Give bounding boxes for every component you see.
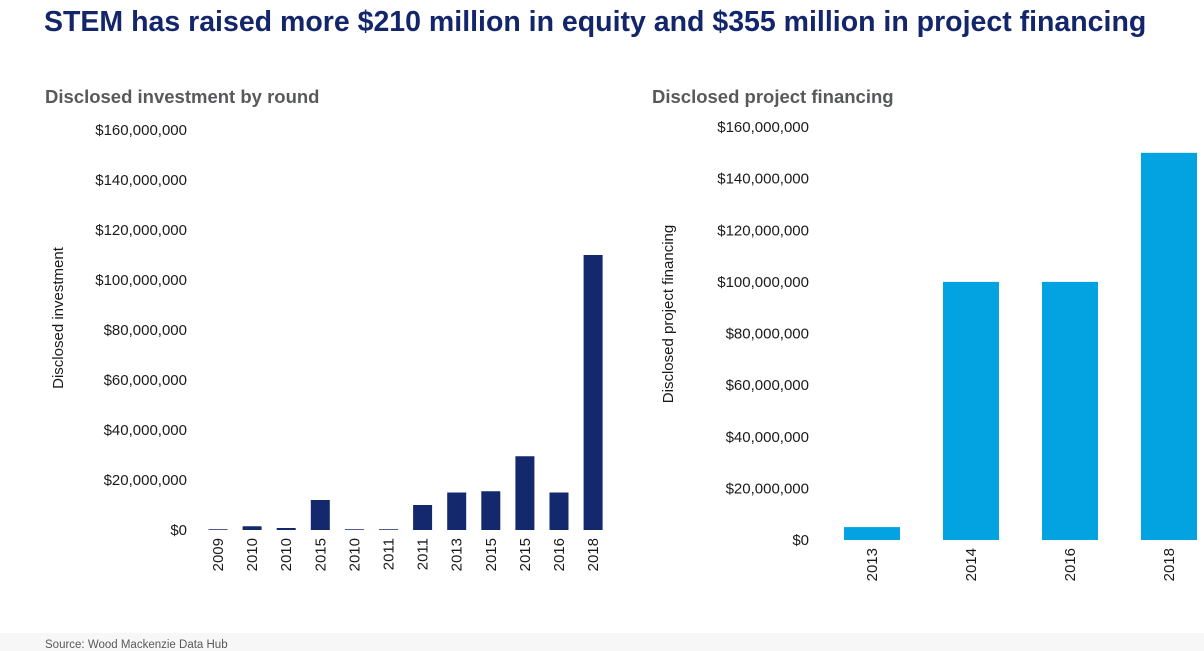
financing-bar bbox=[1042, 281, 1098, 540]
investment-y-axis-label: Disclosed investment bbox=[50, 246, 67, 389]
financing-x-tick-label: 2018 bbox=[1161, 548, 1178, 581]
investment-bar bbox=[413, 505, 433, 530]
investment-bar bbox=[549, 492, 569, 530]
investment-y-tick-label: $100,000,000 bbox=[95, 272, 187, 289]
page-title: STEM has raised more $210 million in equ… bbox=[44, 6, 1147, 38]
financing-x-tick-label: 2013 bbox=[864, 548, 881, 581]
investment-bar bbox=[344, 529, 364, 530]
investment-x-tick-label: 2010 bbox=[346, 538, 363, 571]
financing-y-tick-label: $0 bbox=[792, 532, 809, 549]
investment-x-tick-label: 2015 bbox=[517, 538, 534, 571]
investment-x-tick-label: 2018 bbox=[585, 538, 602, 571]
investment-y-tick-label: $120,000,000 bbox=[95, 222, 187, 239]
investment-bar bbox=[208, 529, 228, 530]
financing-x-tick-label: 2016 bbox=[1062, 548, 1079, 581]
investment-bar bbox=[447, 492, 467, 530]
investment-x-tick-label: 2009 bbox=[210, 538, 227, 571]
investment-x-tick-label: 2015 bbox=[483, 538, 500, 571]
investment-bar bbox=[481, 491, 501, 530]
investment-y-tick-label: $40,000,000 bbox=[104, 422, 187, 439]
investment-bar bbox=[276, 528, 296, 530]
project-financing-chart-title: Disclosed project financing bbox=[652, 86, 894, 107]
financing-y-axis-label: Disclosed project financing bbox=[660, 225, 677, 403]
financing-y-tick-label: $100,000,000 bbox=[717, 274, 809, 291]
financing-y-tick-label: $40,000,000 bbox=[726, 429, 809, 446]
investment-bar bbox=[310, 500, 330, 530]
investment-by-round-chart: $0 $20,000,000 $40,000,000 $60,000,000 $80,0… bbox=[50, 122, 603, 571]
financing-bar bbox=[943, 281, 999, 540]
financing-y-tick-label: $120,000,000 bbox=[717, 222, 809, 239]
financing-y-tick-label: $20,000,000 bbox=[726, 480, 809, 497]
investment-bar bbox=[515, 456, 535, 530]
investment-y-tick-label: $60,000,000 bbox=[104, 372, 187, 389]
investment-bar bbox=[242, 526, 262, 530]
investment-bar bbox=[583, 255, 603, 530]
investment-x-tick-label: 2015 bbox=[312, 538, 329, 571]
financing-y-tick-label: $80,000,000 bbox=[726, 326, 809, 343]
project-financing-chart: $0 $20,000,000 $40,000,000 $60,000,000 $80,0… bbox=[660, 119, 1197, 581]
investment-x-tick-label: 2011 bbox=[381, 538, 398, 570]
investment-chart-title: Disclosed investment by round bbox=[45, 86, 320, 107]
investment-y-tick-label: $160,000,000 bbox=[95, 122, 187, 139]
investment-x-tick-label: 2016 bbox=[551, 538, 568, 571]
financing-y-tick-label: $160,000,000 bbox=[717, 119, 809, 136]
source-note: Source: Wood Mackenzie Data Hub bbox=[45, 639, 228, 651]
investment-y-tick-label: $0 bbox=[170, 522, 187, 539]
investment-bar bbox=[379, 529, 398, 530]
investment-y-tick-label: $20,000,000 bbox=[104, 472, 187, 489]
footer-bar bbox=[0, 633, 1204, 651]
investment-x-tick-label: 2010 bbox=[244, 538, 261, 571]
investment-x-tick-label: 2013 bbox=[449, 538, 466, 571]
investment-y-tick-label: $80,000,000 bbox=[104, 322, 187, 339]
financing-bar bbox=[1141, 152, 1197, 540]
investment-y-tick-label: $140,000,000 bbox=[95, 172, 187, 189]
financing-x-tick-label: 2014 bbox=[963, 548, 980, 581]
financing-bar bbox=[844, 527, 900, 540]
financing-y-tick-label: $60,000,000 bbox=[726, 377, 809, 394]
investment-x-tick-label: 2011 bbox=[415, 538, 432, 570]
financing-y-tick-label: $140,000,000 bbox=[717, 171, 809, 188]
investment-x-tick-label: 2010 bbox=[278, 538, 295, 571]
